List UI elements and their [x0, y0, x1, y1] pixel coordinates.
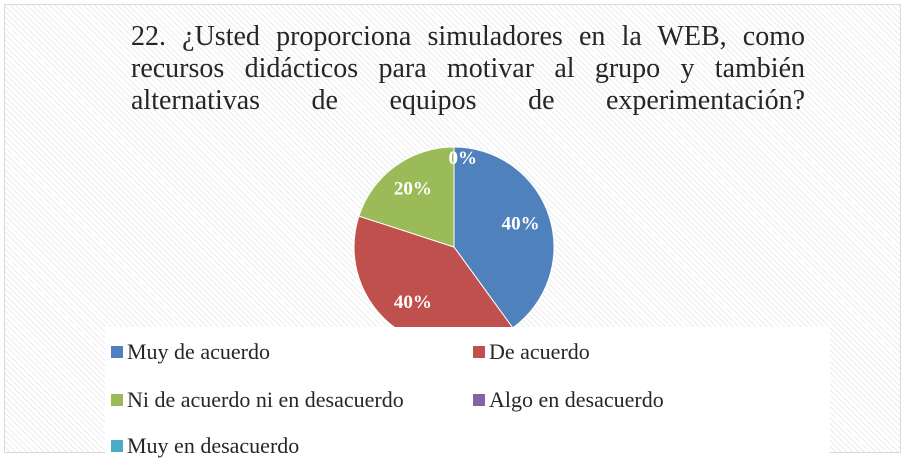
legend: Muy de acuerdo De acuerdo Ni de acuerdo ni…: [105, 327, 830, 458]
legend-swatch: [111, 346, 123, 358]
legend-item: De acuerdo: [473, 339, 590, 365]
legend-label: Algo en desacuerdo: [489, 387, 664, 412]
legend-label: De acuerdo: [489, 339, 590, 364]
pie-slice: [358, 146, 455, 248]
legend-swatch: [111, 440, 123, 452]
legend-item: Ni de acuerdo ni en desacuerdo: [111, 387, 404, 413]
legend-item: Muy de acuerdo: [111, 339, 270, 365]
data-label: 20%: [394, 179, 432, 200]
pie-slice: [453, 146, 555, 329]
data-label: 40%: [394, 292, 432, 313]
legend-item: Muy en desacuerdo: [111, 433, 299, 459]
legend-label: Muy en desacuerdo: [127, 433, 300, 458]
data-label: 0%: [449, 148, 478, 169]
data-label: 40%: [502, 214, 540, 235]
legend-swatch: [473, 394, 485, 406]
legend-item: Algo en desacuerdo: [473, 387, 664, 413]
legend-label: Muy de acuerdo: [127, 339, 270, 364]
chart-frame: 22. ¿Usted proporciona simuladores en la…: [4, 4, 901, 458]
legend-swatch: [111, 394, 123, 406]
legend-label: Ni de acuerdo ni en desacuerdo: [127, 387, 404, 412]
chart-title: 22. ¿Usted proporciona simuladores en la…: [131, 21, 805, 116]
legend-swatch: [473, 346, 485, 358]
pie: 40% 40% 20% 0%: [353, 146, 555, 348]
